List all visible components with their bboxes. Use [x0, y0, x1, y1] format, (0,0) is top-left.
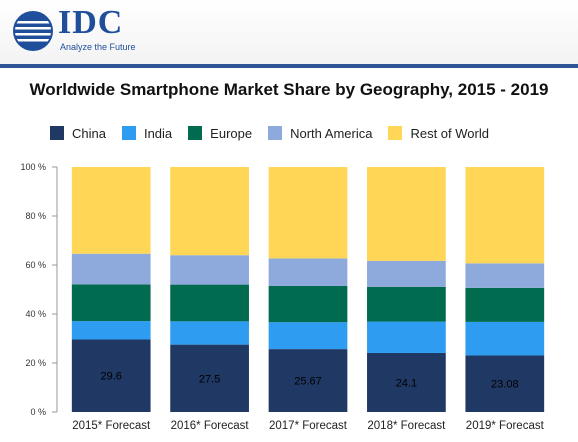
x-tick-label: 2019* Forecast	[466, 420, 545, 432]
legend-swatch-north-america	[268, 126, 283, 140]
legend-label-north-america: North America	[290, 125, 373, 141]
bar-china	[465, 355, 545, 412]
legend-item-china: China	[50, 126, 106, 141]
y-tick-label: 0 %	[30, 407, 46, 417]
legend-swatch-india	[121, 126, 136, 140]
bar-north-america	[71, 253, 151, 285]
y-tick-label: 100 %	[20, 162, 46, 172]
bar-north-america	[465, 263, 545, 288]
x-tick-label: 2018* Forecast	[367, 420, 446, 432]
bar-rest-of-world	[170, 167, 249, 256]
legend-label-china: China	[72, 125, 106, 141]
data-label: 23.08	[491, 379, 519, 391]
legend-swatch-china	[50, 126, 64, 140]
bar-rest-of-world	[268, 167, 348, 259]
y-tick-label: 40 %	[25, 309, 46, 319]
data-label: 29.6	[100, 371, 121, 383]
bar-europe	[367, 286, 446, 322]
bar-india	[268, 322, 348, 350]
bar-europe	[71, 284, 151, 322]
legend-item-india: India	[121, 125, 173, 141]
bar-india	[71, 321, 151, 340]
logo-wordmark: IDC	[58, 4, 124, 41]
legend-item-europe: Europe	[188, 126, 252, 141]
chart-legend: China India Europe North America Rest of…	[50, 124, 505, 142]
bar-rest-of-world	[367, 167, 446, 261]
legend-item-north-america: North America	[268, 126, 372, 141]
bar-north-america	[170, 255, 249, 285]
y-tick-label: 80 %	[25, 211, 46, 221]
legend-label-europe: Europe	[210, 125, 253, 141]
bar-india	[367, 321, 446, 353]
bar-north-america	[268, 258, 348, 286]
legend-swatch-rest-of-world	[388, 126, 403, 140]
data-label: 27.5	[199, 373, 220, 385]
data-label: 24.1	[396, 377, 417, 389]
globe-logo-icon	[13, 11, 53, 51]
bar-china	[367, 352, 446, 412]
legend-label-india: India	[143, 125, 173, 141]
legend-label-rest-of-world: Rest of World	[410, 125, 489, 141]
bar-india	[465, 321, 545, 356]
chart-title: Worldwide Smartphone Market Share by Geo…	[29, 80, 549, 99]
bar-china	[268, 349, 348, 412]
bar-india	[170, 321, 249, 345]
legend-item-rest-of-world: Rest of World	[388, 126, 489, 141]
legend-swatch-europe	[188, 126, 203, 140]
x-tick-label: 2016* Forecast	[171, 420, 250, 432]
bar-china	[71, 339, 151, 412]
y-tick-label: 60 %	[25, 260, 46, 270]
bar-europe	[268, 285, 348, 323]
bar-rest-of-world	[465, 167, 545, 264]
bar-china	[170, 344, 249, 412]
logo-tagline: Analyze the Future	[60, 42, 136, 52]
x-tick-label: 2017* Forecast	[269, 420, 348, 432]
bar-europe	[465, 287, 545, 322]
header-banner	[0, 0, 578, 64]
bar-rest-of-world	[71, 167, 151, 254]
x-tick-label: 2015* Forecast	[72, 420, 151, 432]
header-rule	[0, 64, 578, 68]
bar-north-america	[367, 260, 446, 287]
y-tick-label: 20 %	[25, 358, 46, 368]
bar-europe	[170, 284, 249, 322]
data-label: 25.67	[294, 376, 322, 388]
